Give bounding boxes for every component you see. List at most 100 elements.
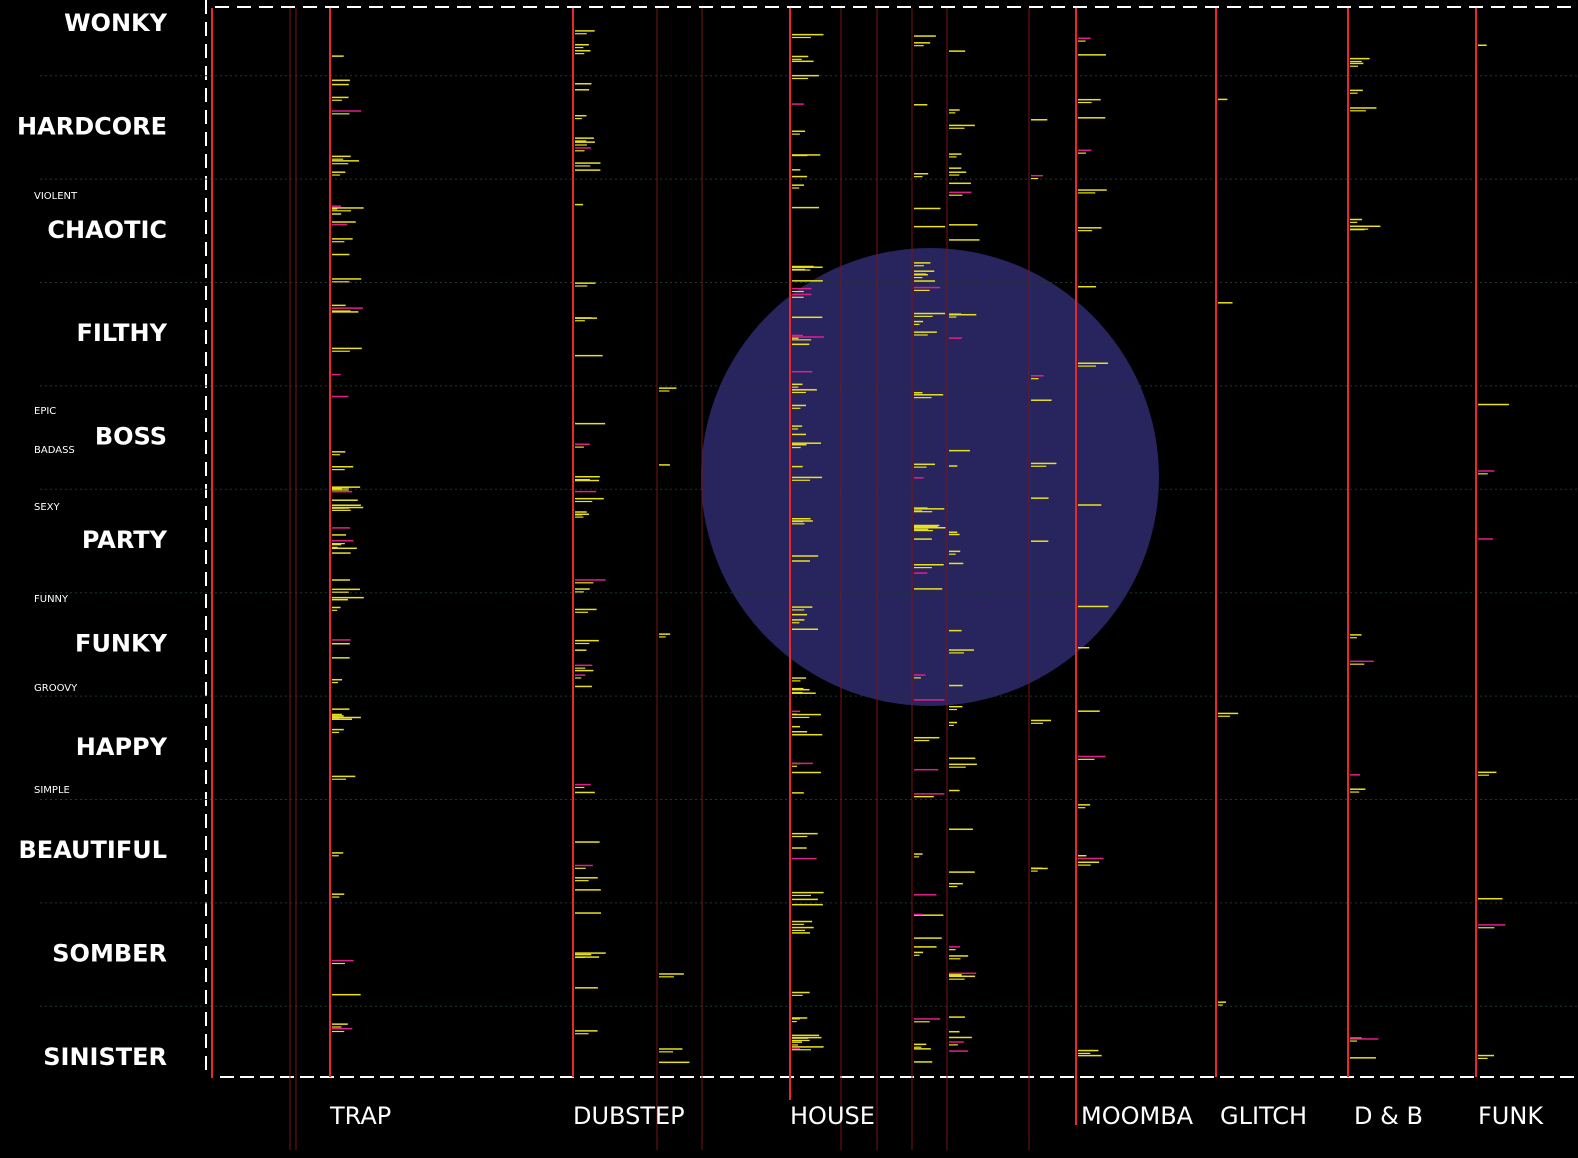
mood-label: SOMBER — [52, 940, 167, 968]
track-snippet — [1078, 152, 1086, 154]
track-snippet — [332, 253, 350, 256]
track-snippet — [1078, 40, 1086, 42]
track-snippet — [332, 171, 346, 173]
track-snippet — [914, 524, 940, 527]
track-snippet — [949, 684, 963, 687]
track-snippet — [914, 176, 923, 178]
track-snippet — [914, 937, 942, 939]
track-snippet — [949, 313, 962, 315]
track-snippet — [575, 150, 585, 152]
track-snippet — [332, 506, 364, 509]
track-snippet — [792, 293, 812, 296]
track-snippet — [949, 533, 960, 536]
track-snippet — [659, 1061, 690, 1064]
track-snippet — [792, 677, 807, 679]
track-snippet — [332, 487, 342, 490]
track-snippet — [332, 609, 338, 611]
track-snippet — [949, 946, 961, 948]
track-snippet — [332, 896, 340, 898]
track-snippet — [949, 949, 956, 951]
track-snippet — [792, 428, 799, 430]
track-snippet — [659, 1048, 683, 1050]
track-snippet — [575, 147, 591, 149]
track-snippet — [792, 36, 811, 39]
track-snippet — [792, 184, 805, 186]
track-snippet — [914, 566, 932, 569]
track-snippet — [575, 841, 600, 843]
track-snippet — [792, 733, 823, 736]
track-snippet — [575, 320, 585, 322]
mood-label: HARDCORE — [17, 112, 167, 140]
track-snippet — [332, 311, 359, 313]
track-snippet — [914, 538, 932, 540]
track-snippet — [1078, 605, 1109, 608]
track-snippet — [1350, 221, 1358, 223]
track-snippet — [332, 718, 352, 720]
track-snippet — [914, 946, 937, 948]
track-snippet — [1078, 710, 1100, 712]
track-snippet — [332, 509, 351, 511]
track-snippet — [949, 652, 964, 654]
track-snippet — [914, 463, 936, 466]
track-snippet — [792, 386, 799, 388]
track-snippet — [1350, 57, 1370, 60]
track-snippet — [575, 513, 590, 515]
track-snippet — [792, 1041, 802, 1043]
track-snippet — [332, 210, 351, 212]
track-snippet — [1350, 65, 1359, 67]
track-snippet — [949, 465, 958, 467]
track-snippet — [332, 708, 350, 710]
track-snippet — [575, 43, 589, 46]
track-snippet — [792, 343, 810, 346]
track-snippet — [792, 994, 803, 996]
track-snippet — [949, 224, 978, 226]
track-snippet — [332, 208, 338, 210]
track-snippet — [1031, 174, 1043, 177]
track-snippet — [792, 187, 800, 189]
track-snippet — [949, 553, 956, 555]
track-snippet — [914, 1043, 927, 1046]
track-snippet — [1478, 403, 1509, 406]
track-snippet — [575, 786, 585, 789]
track-snippet — [949, 171, 967, 173]
track-snippet — [332, 543, 342, 546]
track-snippet — [1350, 1040, 1358, 1042]
track-snippet — [332, 731, 340, 734]
track-snippet — [332, 681, 339, 684]
track-snippet — [792, 628, 819, 630]
track-snippet — [1478, 470, 1495, 472]
track-snippet — [792, 280, 823, 282]
track-snippet — [792, 1039, 810, 1042]
track-snippet — [792, 389, 817, 391]
track-snippet — [792, 130, 806, 133]
track-snippet — [914, 736, 940, 739]
track-snippet — [575, 490, 597, 493]
track-snippet — [792, 857, 817, 860]
genre-label: D & B — [1354, 1102, 1423, 1130]
track-snippet — [792, 903, 823, 906]
track-snippet — [949, 975, 976, 978]
track-snippet — [914, 951, 924, 954]
track-snippet — [332, 639, 351, 641]
track-snippet — [332, 993, 361, 996]
track-snippet — [792, 710, 801, 713]
track-snippet — [575, 953, 592, 956]
track-snippet — [575, 83, 592, 85]
track-snippet — [1078, 504, 1102, 506]
track-snippet — [914, 273, 927, 275]
track-snippet — [575, 677, 582, 679]
track-snippet — [332, 207, 364, 209]
track-snippet — [1350, 228, 1369, 230]
track-snippet — [332, 281, 350, 283]
track-snippet — [332, 657, 350, 659]
track-snippet — [914, 1021, 930, 1023]
track-snippet — [575, 500, 593, 503]
track-snippet — [575, 912, 602, 914]
track-snippet — [914, 320, 924, 323]
track-snippet — [949, 882, 963, 885]
track-snippet — [792, 465, 803, 468]
track-snippet — [949, 112, 956, 114]
track-snippet — [949, 1036, 972, 1039]
track-snippet — [792, 606, 813, 608]
mood-label: HAPPY — [76, 733, 168, 761]
